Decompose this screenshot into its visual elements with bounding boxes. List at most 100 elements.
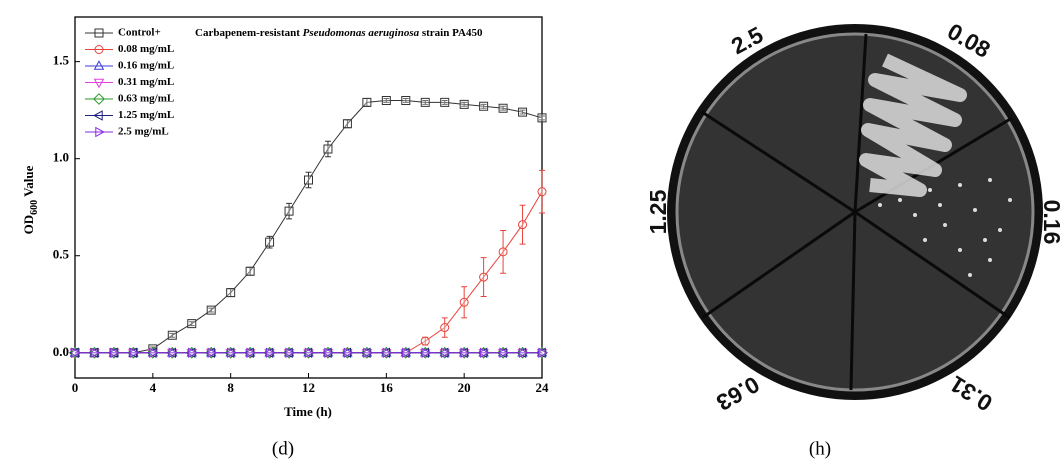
error-bar [539, 169, 545, 214]
error-bar [188, 321, 195, 327]
x-tick-label: 4 [150, 380, 157, 395]
legend-label: 0.08 mg/mL [118, 43, 174, 55]
marker [441, 347, 451, 359]
marker [537, 187, 547, 197]
legend-marker [93, 60, 105, 70]
marker [459, 297, 469, 307]
marker [90, 347, 101, 359]
marker [265, 237, 275, 247]
error-bar [402, 98, 409, 103]
marker [518, 347, 529, 359]
y-label-sub: 600 [29, 200, 40, 215]
legend-label: 2.5 mg/mL [118, 126, 169, 138]
marker [226, 347, 237, 359]
marker [499, 347, 509, 359]
marker [285, 347, 295, 359]
error-bar [480, 103, 487, 109]
marker [245, 266, 255, 276]
caption: (h) [809, 438, 831, 459]
error-bar [500, 105, 507, 111]
marker [401, 95, 411, 105]
x-axis-label: Time (h) [284, 404, 332, 419]
plate-photo: 2.5 0.08 0.16 0.31 0.63 1.25 [645, 18, 1062, 417]
colonies [878, 178, 1012, 277]
marker [129, 347, 140, 359]
marker [362, 97, 372, 107]
series-line [75, 99, 543, 354]
x-tick-label: 12 [302, 380, 315, 395]
marker [459, 99, 469, 109]
marker [479, 347, 490, 359]
marker [518, 107, 528, 117]
legend-marker [93, 78, 105, 89]
error-bar [208, 307, 215, 313]
marker [518, 220, 528, 230]
marker [110, 347, 120, 359]
error-bar [441, 99, 448, 105]
marker [440, 97, 450, 107]
annotation-text: strain PA450 [419, 27, 483, 39]
error-bar [383, 98, 390, 103]
error-bar [539, 115, 545, 121]
marker [304, 175, 313, 185]
x-tick-label: 8 [227, 380, 234, 395]
marker [207, 347, 218, 359]
legend-marker [93, 93, 105, 105]
marker [537, 113, 547, 123]
marker [479, 272, 489, 282]
marker [420, 336, 430, 346]
x-tick-label: 16 [380, 380, 394, 395]
marker [324, 347, 334, 359]
marker [226, 288, 236, 298]
marker [420, 97, 430, 107]
error-bar [422, 99, 429, 105]
error-bar [461, 101, 468, 107]
marker [421, 347, 432, 359]
error-bar [324, 140, 331, 158]
error-bar [169, 332, 176, 338]
annotation-text: Carbapenem-resistant [195, 27, 303, 39]
marker [460, 347, 471, 359]
marker [71, 347, 81, 359]
marker [498, 247, 508, 257]
marker [206, 305, 216, 315]
legend-marker [94, 45, 104, 54]
annotation-species: Pseudomonas aeruginosa [303, 27, 420, 39]
error-bar [519, 204, 526, 245]
x-tick-label: 24 [536, 380, 550, 395]
marker [381, 95, 391, 105]
caption: (d) [272, 438, 294, 459]
photo-label: 0.63 [712, 371, 764, 416]
marker [323, 144, 333, 154]
legend-label: 0.16 mg/mL [118, 60, 174, 72]
legend-label: 0.31 mg/mL [118, 76, 174, 88]
y-tick-label: 1.5 [53, 53, 70, 68]
marker [265, 347, 276, 359]
y-label-text: OD [21, 215, 36, 235]
legend-marker [93, 110, 103, 121]
marker [479, 101, 489, 111]
marker [402, 347, 412, 359]
x-tick-label: 0 [72, 380, 79, 395]
marker [538, 347, 548, 359]
photo-label: 1.25 [645, 189, 671, 234]
marker [343, 347, 354, 359]
y-axis-label: OD600 Value [21, 165, 40, 234]
legend-label: Control+ [118, 27, 161, 39]
y-tick-label: 1.0 [53, 150, 69, 165]
annotation: Carbapenem-resistant Pseudomonas aerugin… [195, 27, 483, 39]
y-tick-label: 0.0 [53, 344, 69, 359]
legend-marker [94, 28, 104, 38]
error-bar [500, 229, 507, 274]
marker [168, 347, 179, 359]
photo-label: 0.16 [1039, 200, 1062, 245]
legend-marker [95, 126, 105, 138]
marker [440, 323, 450, 333]
legend-label: 0.63 mg/mL [118, 93, 174, 105]
marker [149, 347, 159, 359]
error-bar [441, 317, 448, 338]
marker [167, 330, 177, 340]
error-bar [480, 257, 487, 297]
